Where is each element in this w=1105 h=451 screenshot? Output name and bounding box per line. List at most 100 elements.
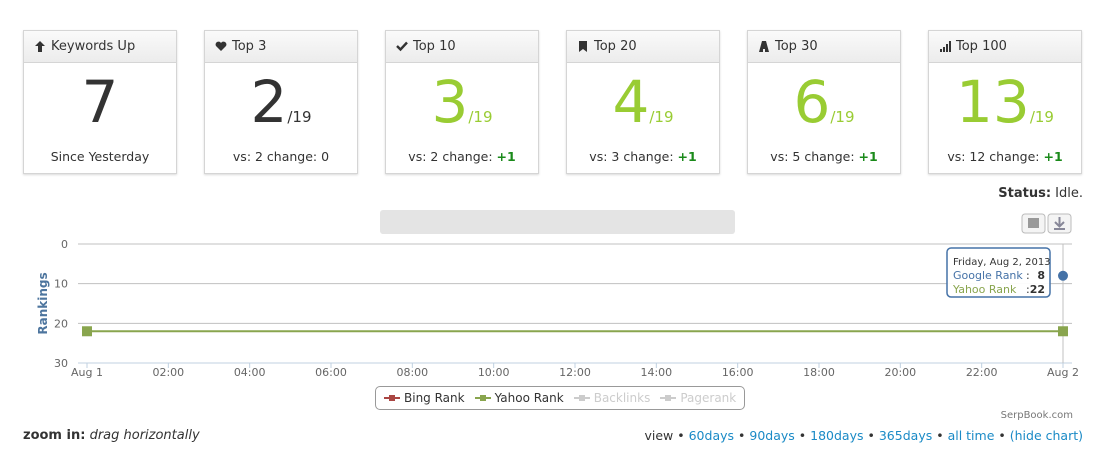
card-title: Top 10 xyxy=(413,39,456,54)
legend-swatch xyxy=(384,395,400,401)
view-label: view xyxy=(644,428,674,443)
card-icon xyxy=(215,41,227,51)
view-link[interactable]: 180days xyxy=(810,428,864,443)
tooltip-series: Yahoo Rank xyxy=(952,283,1017,296)
point xyxy=(1058,326,1068,337)
card-title: Top 100 xyxy=(956,39,1007,54)
card-icon xyxy=(396,41,408,52)
card-change: +1 xyxy=(1043,149,1063,164)
card-sub-text: vs: 12 change: xyxy=(947,149,1040,164)
view-links: view • 60days • 90days • 180days • 365da… xyxy=(644,428,1083,443)
separator: • xyxy=(936,428,944,443)
y-tick-label: 10 xyxy=(54,278,68,291)
point xyxy=(82,326,92,337)
legend: Bing Rank Yahoo Rank Backlinks Pagerank xyxy=(375,386,746,410)
y-tick-label: 20 xyxy=(54,317,68,330)
x-tick-label: Aug 1 xyxy=(71,366,103,379)
card-icon xyxy=(759,41,769,52)
card-subtitle: vs: 12 change: +1 xyxy=(929,149,1081,164)
view-link[interactable]: 365days xyxy=(878,428,933,443)
card-header: Top 3 xyxy=(205,31,357,63)
card-number: 13/19 xyxy=(929,71,1081,148)
legend-swatch xyxy=(660,395,677,401)
card-denominator: /19 xyxy=(830,108,855,126)
point xyxy=(1058,270,1068,281)
x-tick-label: 16:00 xyxy=(722,366,754,379)
card-value: 7 xyxy=(81,68,119,136)
card-change: +1 xyxy=(858,149,878,164)
card-subtitle: vs: 2 change: 0 xyxy=(205,149,357,164)
card-sub-text: vs: 5 change: xyxy=(770,149,855,164)
view-link[interactable]: (hide chart) xyxy=(1009,428,1083,443)
export-buttons[interactable] xyxy=(1021,213,1072,234)
card-icon xyxy=(940,41,951,52)
legend-item[interactable]: Pagerank xyxy=(660,391,736,405)
y-axis-label: Rankings xyxy=(36,272,50,334)
credit[interactable]: SerpBook.com xyxy=(1000,410,1073,421)
legend-label: Bing Rank xyxy=(404,391,465,405)
zoom-hint: zoom in: drag horizontally xyxy=(23,428,200,443)
x-tick-label: 18:00 xyxy=(803,366,835,379)
x-tick-label: 06:00 xyxy=(315,366,347,379)
stat-card: Top 30 6/19 vs: 5 change: +1 xyxy=(747,30,901,174)
card-denominator: /19 xyxy=(287,108,312,126)
card-sub-text: vs: 2 change: xyxy=(408,149,493,164)
card-icon xyxy=(579,41,587,52)
card-value: 3 xyxy=(431,68,469,136)
view-link[interactable]: all time xyxy=(947,428,995,443)
card-value: 4 xyxy=(612,68,650,136)
card-number: 4/19 xyxy=(567,71,719,148)
card-value: 2 xyxy=(250,68,288,136)
card-sub-text: vs: 3 change: xyxy=(589,149,674,164)
card-number: 2/19 xyxy=(205,71,357,148)
legend-item[interactable]: Yahoo Rank xyxy=(474,391,564,405)
x-tick-label: 12:00 xyxy=(559,366,591,379)
card-change: 0 xyxy=(321,149,330,164)
card-subtitle: vs: 5 change: +1 xyxy=(748,149,900,164)
tooltip-sep: : xyxy=(1026,269,1030,282)
card-title: Top 30 xyxy=(775,39,818,54)
card-header: Top 100 xyxy=(929,31,1081,63)
separator: • xyxy=(867,428,875,443)
card-title: Top 3 xyxy=(232,39,267,54)
stat-card: Top 10 3/19 vs: 2 change: +1 xyxy=(385,30,539,174)
status: Status: Idle. xyxy=(998,186,1083,201)
card-icon xyxy=(35,41,45,52)
card-denominator: /19 xyxy=(649,108,674,126)
x-tick-label: 08:00 xyxy=(396,366,428,379)
view-link[interactable]: 60days xyxy=(688,428,735,443)
card-header: Top 30 xyxy=(748,31,900,63)
separator: • xyxy=(998,428,1006,443)
legend-item[interactable]: Bing Rank xyxy=(384,391,465,405)
legend-item[interactable]: Backlinks xyxy=(573,391,651,405)
stat-card: Top 100 13/19 vs: 12 change: +1 xyxy=(928,30,1082,174)
x-tick-label: 22:00 xyxy=(966,366,998,379)
legend-swatch xyxy=(474,395,491,401)
view-link[interactable]: 90days xyxy=(749,428,795,443)
tooltip-sep: : xyxy=(1026,283,1030,296)
card-change: +1 xyxy=(677,149,697,164)
card-title: Top 20 xyxy=(594,39,637,54)
legend-label: Yahoo Rank xyxy=(494,391,564,405)
tooltip-box xyxy=(946,247,1051,298)
x-tick-label: 20:00 xyxy=(884,366,916,379)
card-denominator: /19 xyxy=(1029,108,1054,126)
tooltip-date: Friday, Aug 2, 2013 xyxy=(953,257,1051,268)
x-tick-label: Aug 2 xyxy=(1047,366,1079,379)
card-number: 3/19 xyxy=(386,71,538,148)
stat-card: Keywords Up 7 Since Yesterday xyxy=(23,30,177,174)
card-sub-text: vs: 2 change: xyxy=(232,149,318,164)
separator: • xyxy=(738,428,746,443)
blurred-title xyxy=(380,210,735,234)
card-subtitle: vs: 2 change: +1 xyxy=(386,149,538,164)
card-number: 6/19 xyxy=(748,71,900,148)
legend-label: Backlinks xyxy=(593,391,651,405)
x-tick-label: 14:00 xyxy=(640,366,672,379)
card-change: +1 xyxy=(496,149,516,164)
tooltip-value: 8 xyxy=(1037,269,1045,282)
card-sub-text: Since Yesterday xyxy=(50,149,150,164)
stat-card: Top 3 2/19 vs: 2 change: 0 xyxy=(204,30,358,174)
legend-label: Pagerank xyxy=(680,391,737,405)
